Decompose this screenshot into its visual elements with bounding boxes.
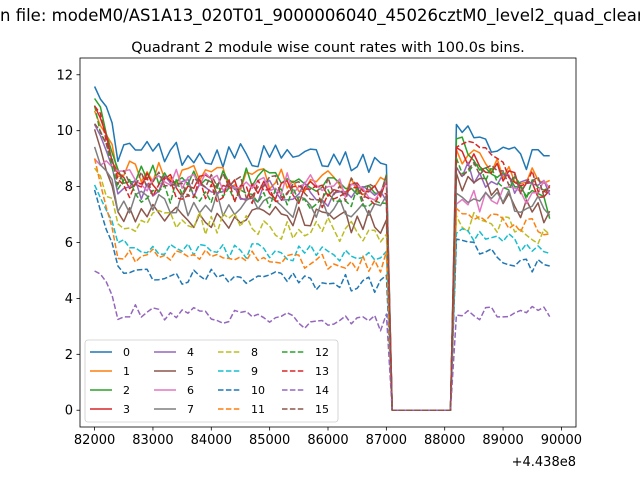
series-line-9 — [93, 184, 550, 411]
legend-label-6: 6 — [187, 384, 194, 397]
legend-label-3: 3 — [123, 403, 130, 416]
series-line-3 — [93, 105, 551, 411]
series-line-15 — [94, 123, 551, 411]
x-tick-label: 85000 — [249, 433, 290, 448]
x-tick-label: 88000 — [424, 433, 465, 448]
series-line-11 — [93, 158, 550, 411]
legend-label-10: 10 — [251, 384, 265, 397]
y-tick-label: 0 — [65, 404, 73, 419]
figure-suptitle: n file: modeM0/AS1A13_020T01_9000006040_… — [0, 6, 640, 25]
series-line-0 — [93, 86, 550, 411]
y-tick-label: 6 — [65, 236, 73, 251]
series-line-1 — [93, 110, 551, 411]
series-layer — [93, 86, 551, 411]
x-tick-label: 82000 — [74, 433, 115, 448]
legend-label-0: 0 — [123, 346, 130, 359]
y-tick-label: 12 — [56, 68, 73, 83]
series-line-14 — [94, 270, 551, 411]
legend-box — [84, 339, 339, 423]
ticks-layer: 82000 83000 84000 85000 86000 87000 88000 89000… — [56, 68, 582, 448]
x-tick-label: 87000 — [366, 433, 407, 448]
legend-label-12: 12 — [315, 346, 329, 359]
x-tick-label: 89000 — [482, 433, 523, 448]
y-tick-label: 8 — [65, 180, 73, 195]
series-line-8 — [93, 167, 551, 411]
legend-label-14: 14 — [315, 384, 329, 397]
y-tick-label: 2 — [65, 348, 73, 363]
legend-label-2: 2 — [123, 384, 130, 397]
x-tick-label: 90000 — [541, 433, 582, 448]
legend-label-9: 9 — [251, 365, 258, 378]
legend-label-13: 13 — [315, 365, 329, 378]
legend-label-5: 5 — [187, 365, 194, 378]
legend-label-4: 4 — [187, 346, 194, 359]
legend-label-8: 8 — [251, 346, 258, 359]
x-tick-label: 84000 — [191, 433, 232, 448]
series-line-13 — [94, 105, 551, 411]
x-tick-label: 86000 — [307, 433, 348, 448]
x-tick-label: 83000 — [132, 433, 173, 448]
chart-title: Quadrant 2 module wise count rates with … — [131, 40, 525, 56]
series-line-12 — [93, 105, 551, 411]
legend-label-7: 7 — [187, 403, 194, 416]
x-offset-label: +4.438e8 — [512, 455, 576, 470]
series-line-10 — [93, 189, 550, 411]
y-tick-label: 4 — [65, 292, 73, 307]
series-line-7 — [93, 146, 551, 411]
legend-label-1: 1 — [123, 365, 130, 378]
legend-label-11: 11 — [251, 403, 265, 416]
y-tick-label: 10 — [56, 124, 73, 139]
legend-label-15: 15 — [315, 403, 329, 416]
